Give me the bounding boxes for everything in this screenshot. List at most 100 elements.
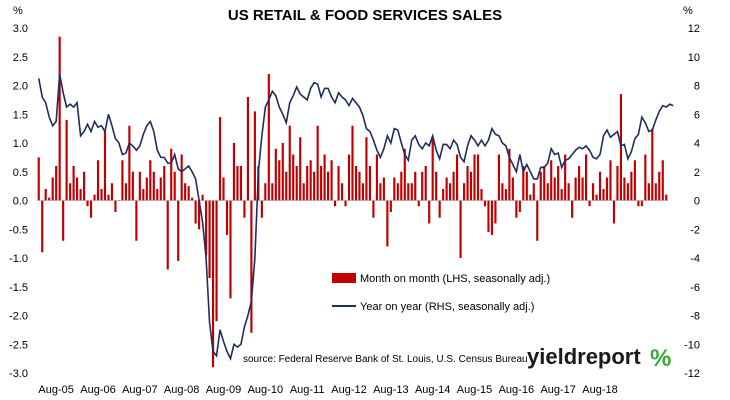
mom-bar [267, 74, 270, 201]
left-tick-label: -1.0 [9, 253, 28, 265]
left-axis-unit: % [13, 5, 23, 17]
mom-bar [194, 200, 197, 224]
mom-bar [250, 200, 253, 333]
mom-bar [82, 171, 86, 201]
mom-bar [452, 171, 455, 201]
mom-bar [403, 148, 406, 201]
mom-bar [372, 200, 375, 218]
mom-bar [389, 200, 392, 212]
mom-bar [152, 171, 155, 201]
mom-bar [177, 200, 180, 261]
mom-bar [459, 200, 462, 258]
mom-bar [602, 189, 605, 201]
mom-bar [536, 200, 539, 241]
mom-bar [41, 200, 44, 253]
mom-bar [337, 166, 340, 201]
mom-bar [306, 166, 309, 201]
mom-bar [393, 177, 396, 201]
source-note: source: Federal Reserve Bank of St. Loui… [243, 354, 528, 365]
logo-percent-icon: % [650, 345, 671, 372]
mom-bar [135, 200, 138, 241]
mom-bar [546, 183, 549, 201]
right-tick-label: 2 [694, 167, 700, 179]
mom-bar [327, 171, 330, 201]
mom-bar [149, 160, 152, 201]
left-tick-label: -0.5 [9, 224, 28, 236]
mom-bar [487, 200, 490, 233]
x-tick-label: Aug-16 [499, 384, 534, 396]
mom-bar [211, 200, 215, 368]
left-axis-ticks: -3.0 -2.5 -2.0 -1.5 -1.0 -0.5 0.0 0.5 1.0 1.5 2.0 2… [9, 23, 28, 380]
x-tick-label: Aug-07 [122, 384, 157, 396]
mom-bar [288, 125, 291, 201]
mom-bar [79, 189, 82, 201]
x-tick-label: Aug-18 [582, 384, 617, 396]
mom-bar [654, 183, 657, 201]
mom-bar [553, 177, 556, 201]
mom-bar [414, 171, 417, 201]
mom-bar [480, 189, 483, 201]
mom-bar [302, 183, 305, 201]
mom-bar [145, 177, 148, 201]
mom-bar [37, 157, 40, 201]
mom-bar [400, 171, 403, 201]
mom-bar [501, 183, 504, 201]
mom-bar [543, 166, 546, 201]
mom-bar [239, 166, 243, 201]
mom-bar [595, 194, 598, 201]
mom-bar [44, 189, 47, 201]
mom-bar [644, 154, 647, 201]
mom-bar [616, 166, 619, 201]
mom-bar [522, 166, 525, 201]
mom-bar [76, 177, 79, 201]
mom-bar [511, 177, 514, 201]
mom-bar [264, 183, 267, 201]
mom-bar [142, 189, 145, 201]
mom-bar [605, 177, 609, 201]
mom-bar [316, 125, 319, 201]
mom-bar [574, 177, 577, 201]
mom-bar [368, 166, 372, 201]
right-tick-label: 8 [694, 81, 700, 93]
x-tick-label: Aug-17 [540, 384, 575, 396]
mom-bar [456, 154, 459, 201]
x-axis-ticks: Aug-05 Aug-06 Aug-07 Aug-08 Aug-09 Aug-10 Aug-… [38, 384, 617, 396]
mom-bar [86, 200, 89, 207]
mom-bar [466, 166, 469, 201]
mom-bar [159, 177, 162, 201]
mom-bar [497, 154, 500, 201]
legend-line-label: Year on year (RHS, seasonally adj.) [360, 301, 534, 313]
mom-bar [529, 194, 532, 201]
mom-bar [295, 166, 298, 201]
mom-bar [218, 117, 222, 201]
mom-bar [557, 166, 560, 201]
mom-bar [435, 171, 438, 201]
mom-bar [173, 171, 176, 201]
mom-bar [281, 143, 284, 201]
mom-bar [442, 189, 445, 201]
mom-bar [630, 171, 633, 201]
x-tick-label: Aug-10 [248, 384, 283, 396]
right-tick-label: -10 [684, 339, 700, 351]
mom-bar [421, 171, 424, 201]
mom-bar [560, 189, 563, 201]
mom-bar [504, 189, 507, 201]
mom-bar [246, 97, 249, 201]
mom-bar [361, 183, 365, 201]
x-tick-label: Aug-11 [290, 384, 325, 396]
mom-bar [110, 183, 114, 201]
mom-bar [382, 177, 385, 201]
mom-bar [65, 120, 68, 201]
left-tick-label: -2.0 [9, 311, 28, 323]
mom-bar [637, 200, 640, 207]
mom-bar [612, 200, 616, 224]
right-axis-unit: % [683, 5, 693, 17]
mom-bar [278, 160, 281, 201]
mom-bar [658, 171, 661, 201]
mom-bar [323, 154, 326, 201]
right-tick-label: -8 [690, 311, 700, 323]
mom-bar [407, 183, 410, 201]
mom-bar [330, 160, 333, 201]
mom-bar [591, 183, 595, 201]
